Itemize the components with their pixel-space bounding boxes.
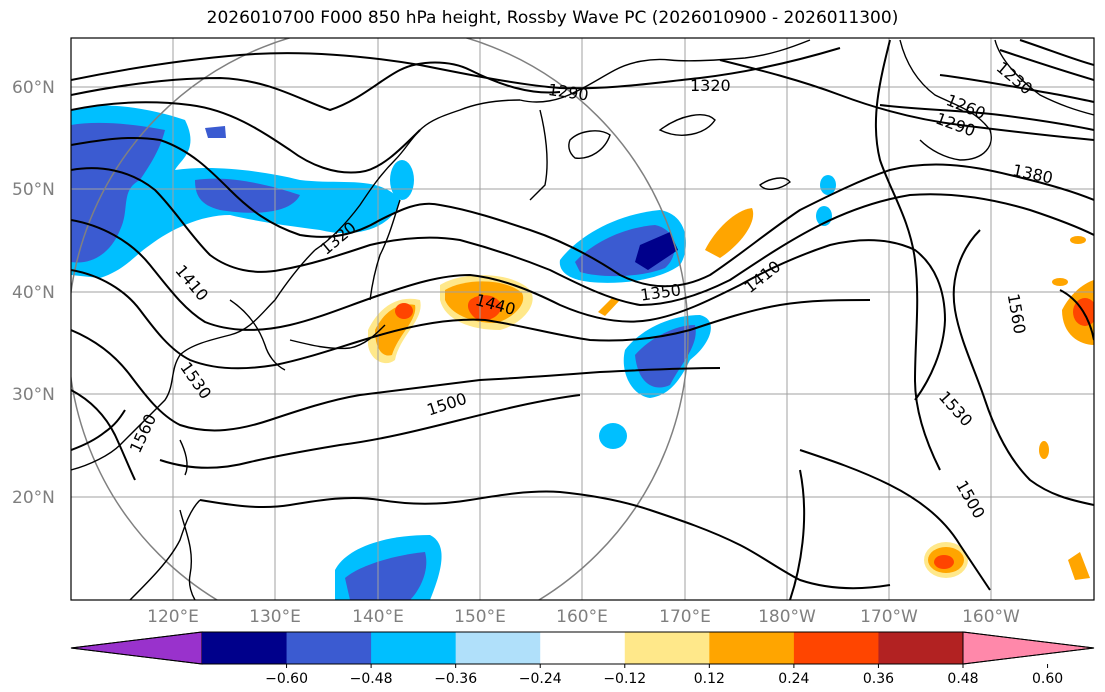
colorbar-extend-low — [70, 631, 203, 665]
negative-anomaly-core-west — [71, 122, 165, 263]
positive-anomaly-region-8 — [1039, 441, 1049, 459]
colorbar-segment — [709, 632, 795, 664]
contour-label: 1320 — [690, 76, 731, 95]
colorbar-outline — [70, 631, 1095, 665]
colorbar-segment — [286, 632, 372, 664]
positive-anomaly-region-10 — [1052, 278, 1068, 286]
positive-anomaly-region-6-core — [934, 555, 954, 569]
lon-label: 140°E — [352, 607, 404, 627]
colorbar-tick-label: −0.36 — [434, 671, 477, 687]
colorbar-tick-label: −0.12 — [603, 671, 646, 687]
colorbar-segment — [540, 632, 626, 664]
lat-label: 30°N — [12, 385, 55, 405]
colorbar-segment — [371, 632, 457, 664]
positive-anomaly-region-3 — [705, 208, 754, 258]
positive-anomaly-region-1-core — [467, 295, 502, 321]
lon-label: 180°W — [758, 607, 816, 627]
colorbar-extend-high — [962, 631, 1095, 665]
lon-label: 120°E — [147, 607, 199, 627]
colorbar-tick-label: 0.48 — [947, 671, 978, 687]
reference-circle — [71, 38, 689, 600]
negative-anomaly-core-south — [635, 325, 696, 388]
lat-label: 60°N — [12, 78, 55, 98]
latitude-labels: 60°N 50°N 40°N 30°N 20°N — [12, 78, 55, 508]
lat-label: 50°N — [12, 180, 55, 200]
colorbar-tick-label: 0.36 — [863, 671, 894, 687]
colorbar-segment — [202, 632, 288, 664]
map-frame — [70, 37, 1095, 601]
colorbar-tick-label: 0.60 — [1032, 671, 1063, 687]
negative-anomaly-core-bottom — [345, 552, 427, 600]
colorbar: −0.60 −0.48 −0.36 −0.24 −0.12 0.12 0.24 0.36 0.4… — [70, 631, 1095, 687]
negative-anomaly-spot — [205, 126, 226, 138]
longitude-labels: 120°E 130°E 140°E 150°E 160°E 170°E 180°… — [147, 607, 1020, 627]
colorbar-tick-label: 0.12 — [694, 671, 725, 687]
positive-anomaly-region-9 — [1070, 236, 1086, 244]
positive-anomaly-region-2-core — [395, 303, 413, 319]
negative-anomaly-spot-3 — [820, 175, 836, 195]
lon-label: 170°W — [860, 607, 918, 627]
colorbar-segment — [455, 632, 541, 664]
colorbar-tick-label: −0.48 — [350, 671, 393, 687]
positive-anomaly-region-7 — [1068, 552, 1090, 580]
lon-label: 160°E — [556, 607, 608, 627]
map-area — [71, 38, 1094, 600]
colorbar-segment — [624, 632, 710, 664]
positive-anomaly-region-4 — [598, 298, 620, 316]
map-title: 2026010700 F000 850 hPa height, Rossby W… — [206, 8, 899, 28]
lon-label: 150°E — [454, 607, 506, 627]
lat-label: 40°N — [12, 283, 55, 303]
negative-anomaly-core-west-2 — [195, 178, 300, 213]
lon-label: 160°W — [962, 607, 1020, 627]
colorbar-tick-label: 0.24 — [778, 671, 809, 687]
colorbar-tick-label: −0.60 — [265, 671, 308, 687]
height-contours — [71, 39, 1094, 600]
negative-anomaly-spot-5 — [390, 160, 414, 200]
colorbar-segment — [793, 632, 879, 664]
lon-label: 130°E — [249, 607, 301, 627]
colorbar-tick-label: −0.24 — [519, 671, 562, 687]
lon-label: 170°E — [659, 607, 711, 627]
negative-anomaly-peak-central — [635, 232, 678, 270]
negative-anomaly-spot-2 — [599, 423, 627, 449]
lat-label: 20°N — [12, 488, 55, 508]
colorbar-segment — [878, 632, 964, 664]
